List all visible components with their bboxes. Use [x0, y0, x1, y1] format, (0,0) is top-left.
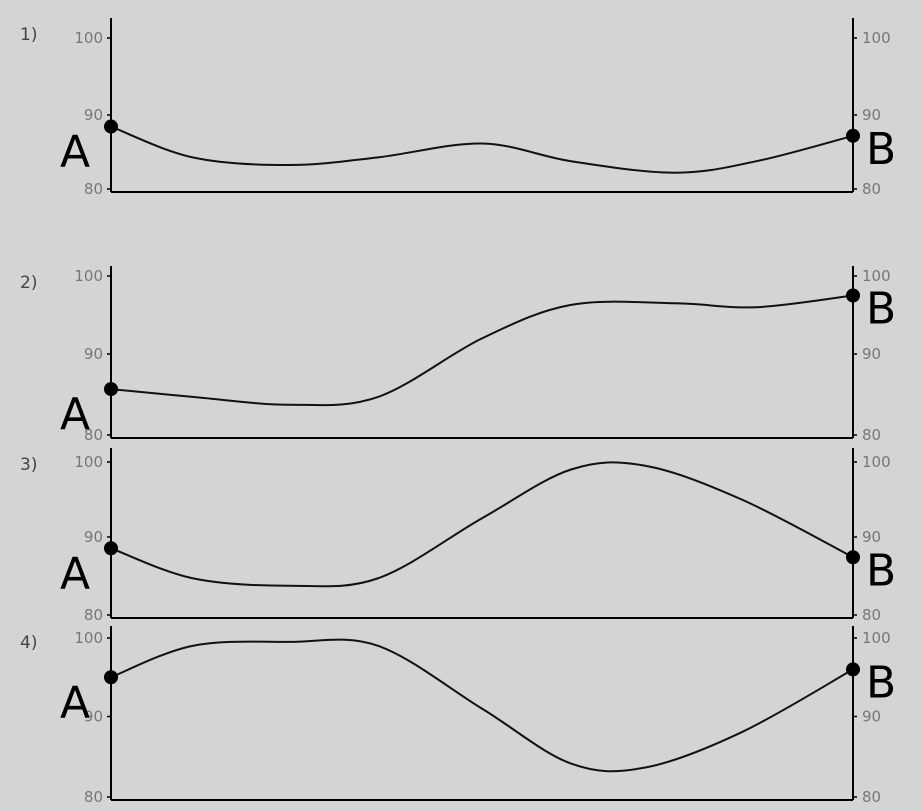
panel-number-label: 1) [20, 25, 37, 45]
left-tick-label: 100 [74, 267, 103, 285]
right-tick-label: 100 [862, 29, 891, 47]
left-tick-label: 90 [84, 708, 103, 726]
end-point-label: B [866, 657, 896, 708]
panel-number-label: 3) [20, 455, 37, 475]
start-point-marker [104, 119, 118, 134]
elevation-profile-line [110, 638, 854, 773]
right-tick-label: 100 [862, 629, 891, 647]
right-tick-label: 90 [862, 708, 881, 726]
elevation-profile-line [110, 294, 854, 407]
left-tick-label: 100 [74, 453, 103, 471]
profile-panel-1: 100 100 90 90 80 80 1) A B [20, 18, 896, 198]
start-point-marker [104, 382, 118, 397]
panel-number-label: 4) [20, 633, 37, 653]
right-tick-label: 80 [862, 606, 881, 624]
start-point-label: A [60, 389, 90, 440]
left-tick-label: 90 [84, 528, 103, 546]
left-tick-label: 100 [74, 29, 103, 47]
profile-panel-3: 100 100 90 90 80 80 3) A B [20, 448, 896, 624]
start-point-marker [104, 541, 118, 556]
left-tick-label: 100 [74, 629, 103, 647]
right-tick-label: 90 [862, 345, 881, 363]
right-tick-label: 100 [862, 267, 891, 285]
elevation-profile-line [110, 461, 854, 588]
end-point-marker [846, 128, 860, 143]
start-point-marker [104, 670, 118, 685]
profile-panel-4: 100 100 90 90 80 80 4) A B [20, 626, 896, 806]
end-point-label: B [866, 124, 896, 175]
end-point-marker [846, 288, 860, 303]
left-tick-label: 80 [84, 788, 103, 806]
left-tick-label: 80 [84, 426, 103, 444]
end-point-label: B [866, 284, 896, 335]
end-point-marker [846, 550, 860, 565]
panel-number-label: 2) [20, 273, 37, 293]
left-tick-label: 90 [84, 345, 103, 363]
elevation-profile-line [110, 125, 854, 174]
right-tick-label: 90 [862, 528, 881, 546]
start-point-label: A [60, 677, 90, 728]
right-tick-label: 80 [862, 426, 881, 444]
end-point-label: B [866, 545, 896, 596]
profile-panel-2: 100 100 90 90 80 80 2) A B [20, 266, 896, 444]
right-tick-label: 80 [862, 788, 881, 806]
right-tick-label: 90 [862, 106, 881, 124]
end-point-marker [846, 662, 860, 677]
start-point-label: A [60, 127, 90, 178]
left-tick-label: 80 [84, 180, 103, 198]
left-tick-label: 80 [84, 606, 103, 624]
start-point-label: A [60, 548, 90, 599]
left-tick-label: 90 [84, 106, 103, 124]
right-tick-label: 100 [862, 453, 891, 471]
right-tick-label: 80 [862, 180, 881, 198]
